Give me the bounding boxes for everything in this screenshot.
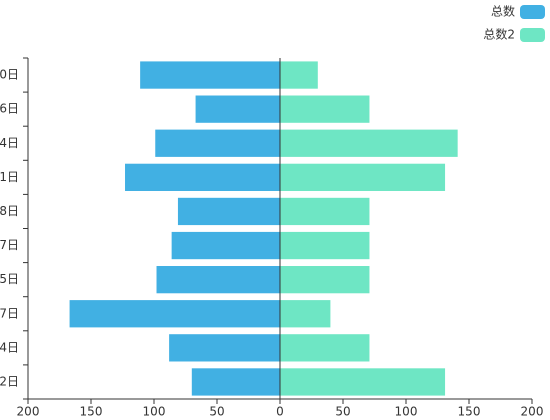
y-tick-label: 5日 (0, 272, 19, 286)
bar (280, 197, 370, 226)
bar (280, 129, 458, 157)
bar (280, 231, 370, 260)
bar (280, 163, 446, 191)
x-tick-label: 200 (521, 405, 544, 419)
bar (191, 368, 280, 396)
legend-swatch (520, 28, 545, 42)
bar (280, 368, 446, 396)
x-tick-label: 100 (143, 405, 166, 419)
y-tick-label: 4日 (0, 340, 19, 354)
bar (171, 231, 280, 260)
bar (280, 266, 370, 294)
bar (280, 300, 331, 328)
legend-label: 总数2 (483, 27, 515, 42)
x-tick-label: 100 (395, 405, 418, 419)
bar (280, 61, 318, 89)
bar (125, 163, 281, 191)
x-tick-label: 150 (458, 405, 481, 419)
y-tick-label: 2日 (0, 374, 19, 388)
legend-label: 总数 (491, 4, 515, 19)
legend-swatch (520, 5, 545, 19)
y-tick-label: 7日 (0, 238, 19, 252)
bar (177, 197, 280, 226)
bar (280, 95, 370, 123)
bar (69, 300, 280, 328)
bar (156, 266, 280, 294)
x-tick-label: 150 (80, 405, 103, 419)
y-tick-label: 21日 (0, 170, 19, 184)
y-tick-label: 6日 (0, 102, 19, 116)
x-tick-label: 0 (276, 405, 284, 419)
y-tick-label: 7日 (0, 306, 19, 320)
bar (280, 334, 370, 362)
bar (140, 61, 280, 89)
bar (195, 95, 280, 123)
y-tick-label: 8日 (0, 204, 19, 218)
y-tick-label: 0日 (0, 68, 19, 82)
bar (169, 334, 280, 362)
y-tick-label: 4日 (0, 136, 19, 150)
bar (155, 129, 280, 157)
x-tick-label: 200 (17, 405, 40, 419)
x-tick-label: 50 (209, 405, 224, 419)
x-tick-label: 50 (335, 405, 350, 419)
